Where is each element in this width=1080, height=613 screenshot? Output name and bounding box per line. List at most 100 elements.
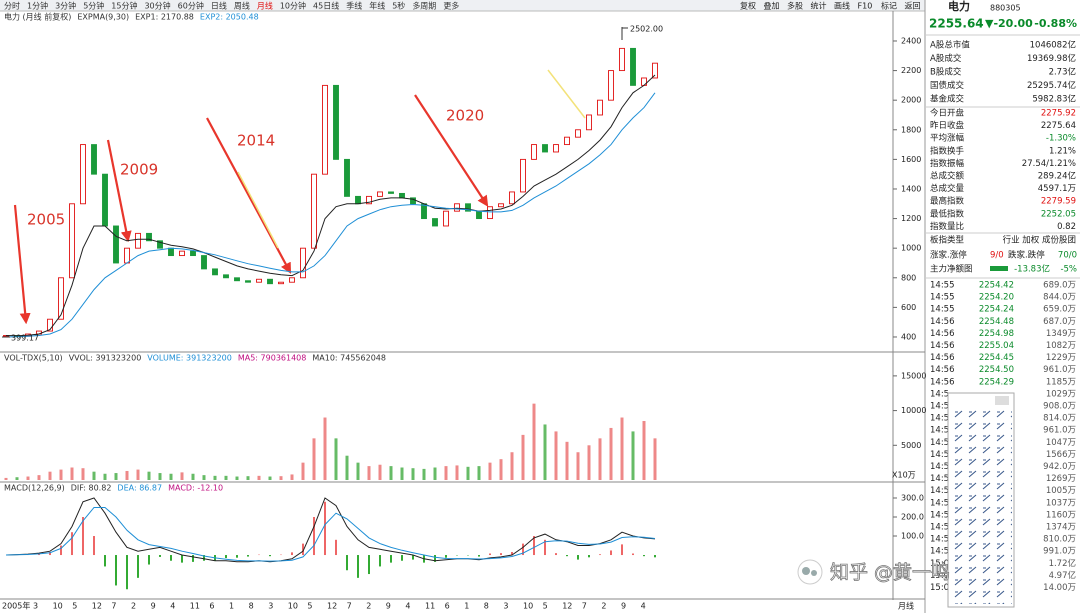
indicator-label: VOLUME: 391323200 — [147, 354, 232, 363]
candle-body — [278, 281, 284, 285]
volume-bar — [499, 459, 503, 480]
row-label: 平均涨幅 — [930, 133, 965, 144]
volume-bar — [532, 403, 536, 480]
tick-time: 14:55 — [930, 305, 955, 315]
tick-time: 14:5 — [930, 402, 949, 412]
macd-bar — [104, 555, 106, 567]
indicator-label: MA10: 745562048 — [312, 354, 386, 363]
tick-volume: 687.0万 — [1043, 317, 1076, 327]
period-tab[interactable]: 30分钟 — [144, 1, 170, 11]
volume-bar — [312, 438, 316, 480]
tick-price: 2254.50 — [979, 365, 1014, 375]
row-label: 昨日收盘 — [930, 120, 965, 131]
tool-button[interactable]: 叠加 — [764, 1, 780, 11]
period-tab[interactable]: 周线 — [234, 1, 250, 11]
tick-volume: 4.97亿 — [1049, 570, 1076, 581]
drawing-tools-popup[interactable] — [947, 392, 1015, 608]
period-tab[interactable]: 3分钟 — [55, 1, 76, 11]
macd-bar — [643, 555, 645, 557]
period-tab[interactable]: 1分钟 — [27, 1, 48, 11]
x-tick-label: 3 — [268, 602, 273, 611]
candle-body — [223, 274, 229, 279]
macd-bar — [621, 544, 623, 556]
period-tab[interactable]: 年线 — [369, 1, 385, 11]
volume-bar — [191, 473, 195, 480]
tool-button[interactable]: 复权 — [740, 1, 756, 11]
period-tab[interactable]: 分时 — [4, 1, 20, 11]
low-label: 399.17 — [11, 334, 39, 343]
tool-button[interactable]: 统计 — [811, 1, 827, 11]
period-tab[interactable]: 15分钟 — [111, 1, 137, 11]
x-tick-label: 2005年 — [2, 601, 30, 611]
period-tab[interactable]: 月线 — [257, 1, 273, 11]
tool-button[interactable]: 多股 — [787, 1, 803, 11]
period-tab[interactable]: 45日线 — [313, 1, 339, 11]
tick-price: 2254.20 — [979, 293, 1014, 303]
volume-bar — [576, 452, 580, 480]
volume-bar — [598, 438, 602, 480]
candle-body — [399, 192, 405, 199]
macd-bar — [610, 550, 612, 556]
stock-code: 880305 — [990, 4, 1021, 13]
candle-body — [256, 278, 262, 283]
row-value: -13.83亿 — [1014, 264, 1050, 275]
period-tab[interactable]: 5秒 — [392, 1, 405, 11]
tick-volume: 1269万 — [1046, 474, 1076, 484]
candle-body — [91, 144, 97, 175]
macd-bar — [60, 545, 62, 556]
candle-body — [498, 203, 504, 208]
volume-bar — [411, 468, 415, 480]
period-tab[interactable]: 5分钟 — [83, 1, 104, 11]
macd-bar — [588, 555, 590, 558]
period-tab[interactable]: 更多 — [443, 1, 459, 11]
macd-bar — [390, 555, 392, 563]
volume-bar — [422, 468, 426, 480]
y-tick-label: 1200 — [901, 214, 921, 223]
macd-bar — [522, 543, 524, 556]
tick-volume: 1037万 — [1046, 498, 1076, 508]
candle-body — [124, 247, 130, 264]
flow-bar — [990, 266, 1008, 271]
row-value: 289.24亿 — [1038, 171, 1076, 182]
candle-body — [234, 277, 240, 282]
tick-volume: 14.00万 — [1043, 583, 1076, 593]
volume-bar — [136, 469, 140, 480]
x-tick-label: 10 — [523, 602, 533, 611]
indicator-label: EXPMA(9,30) — [77, 13, 129, 22]
indicator-label: 电力 (月线 前复权) — [4, 12, 71, 22]
x-tick-label: 4 — [641, 602, 646, 611]
y-tick-label: 5000 — [901, 441, 921, 450]
row-label: B股成交 — [930, 67, 962, 78]
tool-button[interactable]: 标记 — [881, 1, 897, 11]
y-tick-label: 15000 — [901, 371, 926, 380]
tool-button[interactable]: 返回 — [905, 2, 921, 11]
period-tab[interactable]: 多周期 — [412, 1, 436, 11]
volume-bar — [400, 467, 404, 480]
x-tick-label: 7 — [582, 602, 587, 611]
tick-volume: 1229万 — [1046, 353, 1076, 363]
y-tick-label: 2200 — [901, 66, 921, 75]
x-tick-label: 7 — [111, 602, 116, 611]
y-tick-label: 10000 — [901, 406, 926, 415]
tool-button[interactable]: F10 — [858, 2, 873, 11]
tick-price: 2254.98 — [979, 329, 1014, 339]
tick-volume: 1185万 — [1046, 377, 1076, 387]
candle-body — [520, 158, 526, 193]
period-tab[interactable]: 日线 — [211, 1, 227, 11]
period-tab[interactable]: 季线 — [346, 1, 362, 11]
x-tick-label: 12 — [327, 602, 337, 611]
row-label: 指数振幅 — [930, 158, 965, 169]
candle-body — [432, 218, 438, 227]
tool-button[interactable]: 画线 — [834, 1, 850, 11]
tick-time: 14:5 — [930, 523, 949, 533]
tick-price: 2254.29 — [979, 377, 1014, 387]
volume-bar — [268, 476, 272, 480]
candle-body — [564, 136, 570, 146]
candle-body — [58, 277, 64, 320]
period-tab[interactable]: 10分钟 — [280, 1, 306, 11]
candle-body — [190, 250, 196, 257]
period-tab[interactable]: 60分钟 — [178, 1, 204, 11]
macd-bar — [445, 555, 447, 558]
x-tick-label: 9 — [621, 602, 626, 611]
macd-bar — [577, 555, 579, 560]
